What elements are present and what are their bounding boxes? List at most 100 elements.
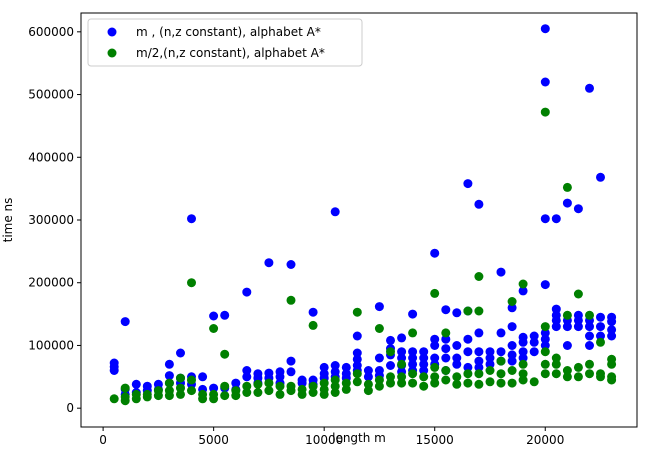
data-point: [419, 366, 429, 375]
data-point: [485, 359, 495, 369]
data-point: [419, 359, 429, 369]
data-point: [540, 322, 550, 332]
data-point: [452, 372, 462, 382]
data-point: [187, 278, 196, 288]
data-point: [596, 322, 605, 332]
data-point: [607, 317, 617, 327]
data-point: [529, 347, 539, 357]
x-axis-label: length m: [332, 431, 386, 445]
data-point: [540, 334, 550, 344]
data-point: [607, 375, 617, 385]
x-tick-label: 15000: [416, 433, 454, 447]
legend: m , (n,z constant), alphabet A* m/2,(n,z…: [87, 18, 363, 67]
data-point: [562, 341, 572, 350]
data-point: [585, 331, 594, 341]
y-axis-label: time ns: [1, 198, 15, 243]
data-point: [596, 312, 605, 322]
data-point: [153, 391, 163, 401]
data-point: [131, 394, 141, 404]
data-point: [540, 107, 550, 117]
data-point: [585, 322, 594, 332]
data-point: [441, 334, 451, 344]
data-point: [474, 306, 484, 316]
data-point: [253, 388, 263, 397]
legend-label-series-1: m , (n,z constant), alphabet A*: [136, 25, 321, 39]
data-point: [485, 377, 495, 387]
legend-marker-series-2: [107, 48, 117, 58]
data-point: [474, 356, 484, 366]
data-point: [242, 287, 252, 297]
data-point: [430, 362, 440, 372]
data-point: [562, 310, 572, 320]
data-point: [540, 328, 550, 338]
data-point: [441, 353, 451, 363]
data-point: [507, 303, 517, 313]
data-point: [518, 369, 528, 379]
data-point: [518, 279, 528, 289]
data-point: [452, 353, 462, 363]
data-point: [374, 375, 384, 385]
y-tick-label: 600000: [28, 25, 74, 39]
legend-label-series-2: m/2,(n,z constant), alphabet A*: [136, 46, 325, 60]
data-point: [551, 214, 561, 224]
data-point: [430, 341, 440, 350]
data-point: [386, 335, 395, 345]
data-point: [275, 389, 285, 399]
data-point: [496, 347, 506, 357]
data-point: [596, 172, 605, 182]
data-point: [419, 347, 429, 357]
legend-marker-series-1: [107, 27, 117, 37]
data-point: [441, 305, 451, 315]
data-point: [485, 347, 495, 357]
data-point: [209, 394, 219, 404]
data-point: [551, 369, 561, 379]
data-point: [341, 362, 351, 372]
data-point: [176, 348, 185, 358]
data-point: [551, 304, 561, 314]
data-point: [408, 309, 418, 319]
data-point: [585, 83, 594, 93]
data-point: [540, 77, 550, 87]
data-point: [496, 378, 506, 388]
data-point: [109, 394, 119, 404]
data-point: [573, 372, 583, 382]
data-point: [408, 353, 418, 363]
y-axis-ticks: 0 100000 200000 300000 400000 500000 600000: [28, 25, 81, 415]
data-point: [120, 396, 130, 406]
data-point: [220, 391, 230, 401]
data-point: [164, 371, 174, 381]
data-point: [562, 322, 572, 332]
data-point: [164, 359, 174, 369]
data-point: [507, 341, 517, 350]
data-point: [507, 297, 517, 306]
data-point: [607, 359, 617, 369]
data-point: [363, 366, 373, 375]
data-point: [474, 369, 484, 379]
data-point: [540, 280, 550, 290]
data-point: [562, 198, 572, 208]
data-point: [408, 378, 418, 388]
data-point: [507, 322, 517, 332]
data-point: [341, 384, 351, 394]
data-point: [242, 372, 252, 382]
data-point: [441, 328, 451, 338]
data-point: [573, 315, 583, 325]
data-point: [518, 347, 528, 357]
data-point: [109, 366, 119, 375]
data-point: [198, 394, 208, 404]
data-point: [408, 328, 418, 338]
data-point: [463, 347, 473, 357]
data-point: [231, 391, 241, 401]
data-point: [551, 359, 561, 369]
data-point: [540, 214, 550, 224]
data-point: [319, 362, 329, 372]
data-point: [507, 366, 517, 375]
data-point: [242, 366, 252, 375]
data-point: [242, 381, 252, 391]
data-point: [209, 324, 219, 333]
series-2-points: [109, 107, 617, 406]
data-point: [374, 302, 384, 312]
data-point: [518, 353, 528, 363]
data-point: [187, 214, 196, 224]
